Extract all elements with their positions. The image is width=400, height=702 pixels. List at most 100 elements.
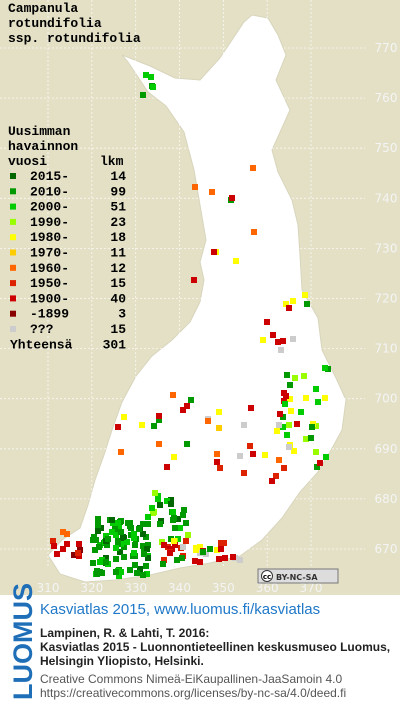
observation-square <box>230 554 236 560</box>
observation-square <box>60 529 66 535</box>
observation-square <box>155 496 161 502</box>
observation-square <box>90 560 96 566</box>
observation-square <box>314 464 320 470</box>
legend-swatch <box>10 295 16 302</box>
observation-square <box>237 557 243 563</box>
species-title: Campanula <box>8 1 78 16</box>
observation-square <box>286 422 292 428</box>
observation-square <box>64 531 70 537</box>
legend-label: 1990- <box>30 215 69 230</box>
legend-count: 3 <box>118 307 126 322</box>
observation-square <box>286 444 292 450</box>
observation-square <box>282 401 288 407</box>
citation: Helsingin Yliopisto, Helsinki. <box>40 654 204 668</box>
legend-count: 40 <box>110 291 126 306</box>
observation-square <box>140 543 146 549</box>
legend-count: 15 <box>110 276 126 291</box>
observation-square <box>216 425 222 431</box>
observation-square <box>168 497 174 503</box>
observation-square <box>192 558 198 564</box>
observation-square <box>221 540 227 546</box>
observation-square <box>218 546 224 552</box>
observation-square <box>139 422 145 428</box>
legend-label: 2010- <box>30 184 69 199</box>
observation-square <box>113 556 119 562</box>
observation-square <box>313 386 319 392</box>
observation-square <box>322 395 328 401</box>
observation-square <box>109 529 115 535</box>
observation-square <box>76 541 82 547</box>
observation-square <box>60 546 66 552</box>
x-tick-label: 350 <box>212 581 235 595</box>
observation-square <box>181 507 187 513</box>
observation-square <box>75 550 81 556</box>
y-tick-label: 740 <box>375 191 398 205</box>
observation-square <box>132 542 138 548</box>
observation-square <box>183 520 189 526</box>
observation-square <box>214 547 220 553</box>
observation-square <box>171 515 177 521</box>
x-tick-label: 320 <box>80 581 103 595</box>
observation-square <box>121 554 127 560</box>
observation-square <box>270 332 276 338</box>
observation-square <box>113 532 119 538</box>
observation-square <box>161 557 167 563</box>
observation-square <box>191 277 197 283</box>
cc-icon-text: cc <box>263 573 271 581</box>
y-tick-label: 710 <box>375 342 398 356</box>
observation-square <box>184 403 190 409</box>
observation-square <box>180 544 186 550</box>
observation-square <box>54 551 60 557</box>
legend-label: 1950- <box>30 276 69 291</box>
x-tick-label: 330 <box>124 581 147 595</box>
observation-square <box>134 570 140 576</box>
observation-square <box>174 557 180 563</box>
observation-square <box>145 555 151 561</box>
legend-swatch <box>10 326 16 332</box>
legend-column: vuosi <box>8 154 47 169</box>
legend-count: 51 <box>110 200 126 215</box>
observation-square <box>317 460 323 466</box>
observation-square <box>115 520 121 526</box>
y-tick-label: 730 <box>375 241 398 255</box>
observation-square <box>131 550 137 556</box>
observation-square <box>172 542 178 548</box>
observation-square <box>128 525 134 531</box>
y-tick-label: 700 <box>375 392 398 406</box>
observation-square <box>140 92 146 98</box>
legend-total: 301 <box>103 337 127 352</box>
observation-square <box>125 520 131 526</box>
observation-square <box>313 449 319 455</box>
observation-square <box>105 536 111 542</box>
observation-square <box>233 258 239 264</box>
observation-square <box>115 424 121 430</box>
observation-square <box>156 417 162 423</box>
observation-square <box>281 465 287 471</box>
observation-square <box>303 436 309 442</box>
legend-count: 11 <box>110 246 126 261</box>
observation-square <box>211 249 217 255</box>
observation-square <box>193 547 199 553</box>
x-tick-label: 340 <box>168 581 191 595</box>
legend-label: 1900- <box>30 291 69 306</box>
observation-square <box>137 566 143 572</box>
legend-label: 2015- <box>30 169 69 184</box>
observation-square <box>315 399 321 405</box>
observation-square <box>118 449 124 455</box>
observation-square <box>294 421 300 427</box>
observation-square <box>167 550 173 556</box>
observation-square <box>192 184 198 190</box>
legend-swatch <box>10 234 16 241</box>
observation-square <box>168 501 174 507</box>
observation-square <box>113 569 119 575</box>
observation-square <box>149 505 155 511</box>
observation-square <box>103 555 109 561</box>
observation-square <box>109 517 115 523</box>
observation-square <box>140 531 146 537</box>
observation-square <box>269 478 275 484</box>
observation-square <box>277 411 283 417</box>
observation-square <box>116 573 122 579</box>
observation-square <box>309 424 315 430</box>
citation: Lampinen, R. & Lahti, T. 2016: <box>40 626 209 640</box>
